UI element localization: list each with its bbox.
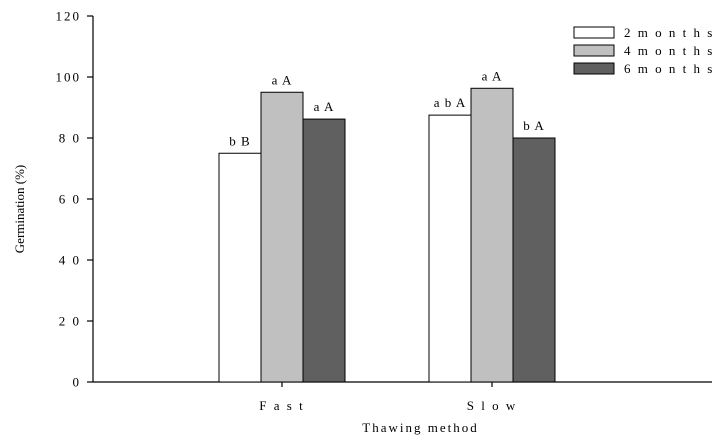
legend: 2 m o n t h s 4 m o n t h s 6 m o n t h s	[573, 25, 714, 76]
y-tick-label: 0	[73, 375, 82, 390]
bar	[470, 87, 514, 383]
x-tick-label: F a s t	[259, 398, 304, 413]
y-tick-label: 120	[56, 9, 82, 24]
bar	[428, 114, 472, 383]
bar	[218, 152, 262, 383]
bar-data-label: b B	[229, 133, 250, 148]
y-tick-label: 4 0	[59, 253, 81, 268]
legend-swatch	[573, 26, 615, 39]
y-tick-label: 2 0	[59, 314, 81, 329]
legend-swatch	[573, 62, 615, 75]
bar	[260, 91, 304, 383]
bar-data-label: a A	[272, 72, 293, 87]
y-ticks: 0 2 0 4 0 6 0 8 0 100 120	[56, 9, 93, 390]
legend-label: 6 m o n t h s	[624, 61, 714, 76]
bar	[512, 137, 556, 383]
bar	[302, 118, 346, 383]
axes	[92, 16, 712, 383]
y-axis-title: Germination (%)	[12, 165, 27, 253]
bar-data-label: b A	[523, 118, 544, 133]
legend-swatch	[573, 44, 615, 57]
y-tick-label: 8 0	[59, 131, 81, 146]
x-axis-title: Thawing method	[362, 420, 478, 435]
bar-data-label: a A	[482, 68, 503, 83]
y-tick-label: 6 0	[59, 192, 81, 207]
y-tick-label: 100	[56, 70, 82, 85]
legend-label: 2 m o n t h s	[624, 25, 714, 40]
bar-labels: b B a A a A a b A a A b A	[229, 68, 544, 148]
x-tick-label: S l o w	[467, 398, 517, 413]
bars	[218, 87, 556, 383]
bar-data-label: a A	[314, 99, 335, 114]
bar-data-label: a b A	[434, 95, 466, 110]
legend-label: 4 m o n t h s	[624, 43, 714, 58]
